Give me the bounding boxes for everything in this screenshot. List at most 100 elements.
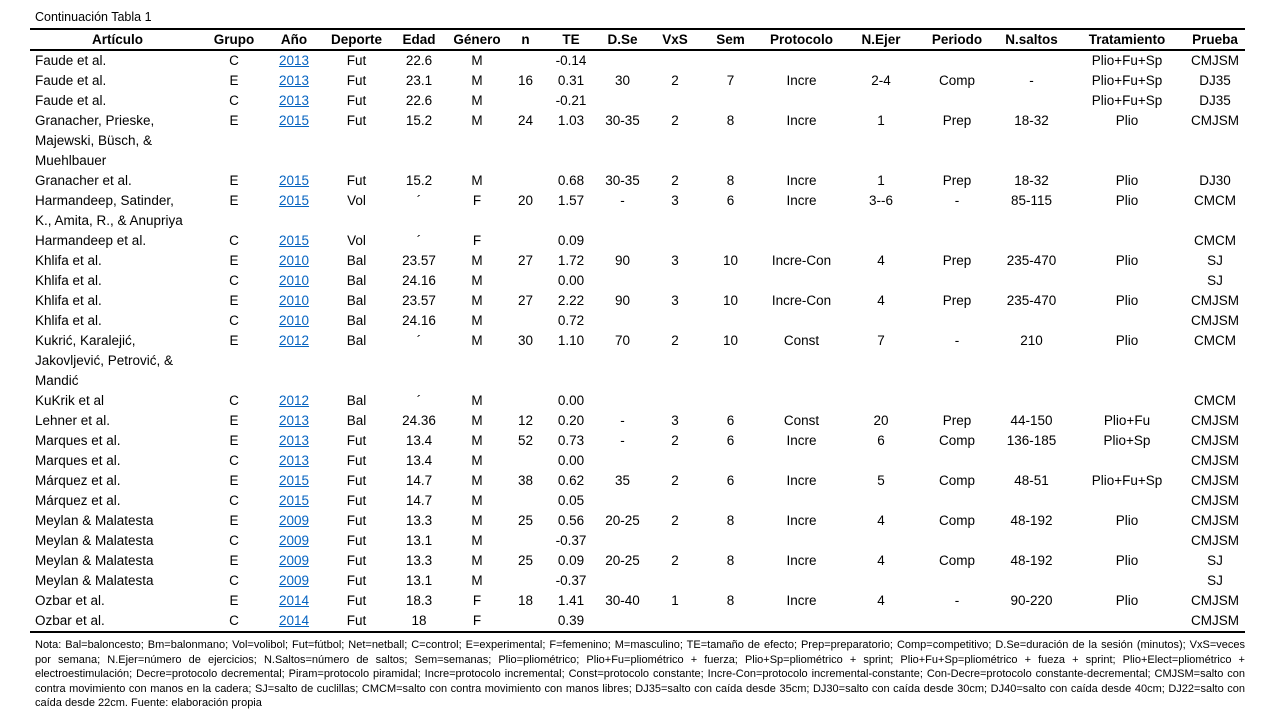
table-cell: 22.6 (405, 53, 433, 68)
table-cell (504, 271, 547, 291)
table-cell (920, 451, 994, 471)
table-cell: Faude et al. (35, 93, 107, 108)
table-cell: Lehner et al. (35, 413, 111, 428)
table-cell: Plio (1115, 593, 1139, 608)
year-link[interactable]: 2009 (278, 533, 310, 548)
year-link[interactable]: 2010 (278, 313, 310, 328)
table-cell: M (471, 453, 483, 468)
table-cell (595, 611, 650, 632)
table-cell (920, 391, 994, 411)
table-cell: CMCM (1194, 233, 1236, 248)
table-cell (1069, 571, 1185, 591)
table-cell: Incre (786, 173, 817, 188)
year-link[interactable]: 2010 (278, 273, 310, 288)
table-row: Khlifa et al. E 2010 Bal 23.57 M 27 2.22 90 3 10 In… (30, 291, 1245, 311)
table-cell (842, 311, 920, 331)
year-link[interactable]: 2010 (278, 293, 310, 308)
table-cell: F (472, 613, 482, 628)
table-cell (842, 531, 920, 551)
table-cell: 24.16 (402, 313, 436, 328)
table-cell (504, 611, 547, 632)
table-cell: 2.22 (557, 293, 585, 308)
table-cell: 22.6 (405, 93, 433, 108)
table-cell: 136-185 (1006, 433, 1057, 448)
table-cell (761, 311, 842, 331)
table-cell: 20 (873, 413, 889, 428)
table-cell: Prep (942, 253, 972, 268)
table-cell: M (471, 173, 483, 188)
table-cell: Kukrić, Karalejić, Jakovljević, Petrović… (35, 333, 174, 388)
year-link[interactable]: 2015 (278, 113, 310, 128)
year-link[interactable]: 2010 (278, 253, 310, 268)
year-link[interactable]: 2015 (278, 233, 310, 248)
table-cell: Vol (347, 193, 366, 208)
table-cell: Fut (346, 93, 367, 108)
year-link[interactable]: 2009 (278, 513, 310, 528)
table-cell: 2 (671, 113, 679, 128)
table-cell: 2010 (263, 311, 325, 331)
table-cell: 0.56 (557, 513, 585, 528)
table-cell: 4 (877, 513, 885, 528)
table-cell: C (229, 573, 239, 588)
year-link[interactable]: 2013 (278, 413, 310, 428)
year-link[interactable]: 2013 (278, 53, 310, 68)
table-cell: 3 (671, 193, 679, 208)
year-link[interactable]: 2015 (278, 493, 310, 508)
table-cell: Const (783, 413, 820, 428)
table-cell (595, 571, 650, 591)
table-cell (504, 391, 547, 411)
table-cell: Marques et al. (35, 453, 121, 468)
table-cell: Khlifa et al. (35, 253, 102, 268)
table-cell (700, 50, 761, 71)
table-cell: 0.20 (557, 413, 585, 428)
table-cell: 15.2 (405, 173, 433, 188)
table-cell (842, 391, 920, 411)
table-row: Harmandeep et al. C 2015 Vol ´ F 0.09 CMCM (30, 231, 1245, 251)
table-cell (994, 231, 1069, 251)
year-link[interactable]: 2012 (278, 333, 310, 348)
table-cell: DJ35 (1199, 73, 1231, 88)
table-cell: F (472, 193, 482, 208)
table-cell: Incre (786, 433, 817, 448)
year-link[interactable]: 2009 (278, 573, 310, 588)
table-cell (761, 231, 842, 251)
year-link[interactable]: 2015 (278, 173, 310, 188)
table-cell: 6 (726, 193, 735, 208)
year-link[interactable]: 2013 (278, 73, 310, 88)
table-cell: CMJSM (1191, 473, 1239, 488)
year-link[interactable]: 2015 (278, 473, 310, 488)
table-cell (920, 571, 994, 591)
table-cell: 0.00 (557, 273, 585, 288)
table-cell: 2015 (263, 171, 325, 191)
table-cell (761, 491, 842, 511)
table-cell (1069, 531, 1185, 551)
table-cell: 30-35 (605, 113, 640, 128)
year-link[interactable]: 2013 (278, 93, 310, 108)
table-cell (700, 311, 761, 331)
year-link[interactable]: 2015 (278, 193, 310, 208)
table-cell: 3--6 (868, 193, 893, 208)
table-cell: 2 (671, 553, 679, 568)
year-link[interactable]: 2014 (278, 593, 310, 608)
column-header-g-nero: Género (450, 29, 504, 51)
table-cell (650, 451, 700, 471)
year-link[interactable]: 2013 (278, 453, 310, 468)
table-cell: - (954, 333, 960, 348)
table-cell: 15.2 (405, 113, 433, 128)
table-row: Faude et al. E 2013 Fut 23.1 M 16 0.31 30 2 7 Incre… (30, 71, 1245, 91)
year-link[interactable]: 2012 (278, 393, 310, 408)
table-cell (700, 571, 761, 591)
table-cell: 2 (671, 473, 679, 488)
table-cell: M (471, 553, 483, 568)
table-cell: Plio+Fu+Sp (1091, 53, 1163, 68)
table-cell: Ozbar et al. (35, 593, 105, 608)
year-link[interactable]: 2009 (278, 553, 310, 568)
table-cell: Plio (1115, 553, 1139, 568)
table-cell: 1 (671, 593, 679, 608)
year-link[interactable]: 2014 (278, 613, 310, 628)
table-cell: 10 (722, 253, 739, 268)
year-link[interactable]: 2013 (278, 433, 310, 448)
table-cell: Plio (1115, 113, 1139, 128)
table-cell: 2009 (263, 511, 325, 531)
table-cell: C (229, 453, 239, 468)
